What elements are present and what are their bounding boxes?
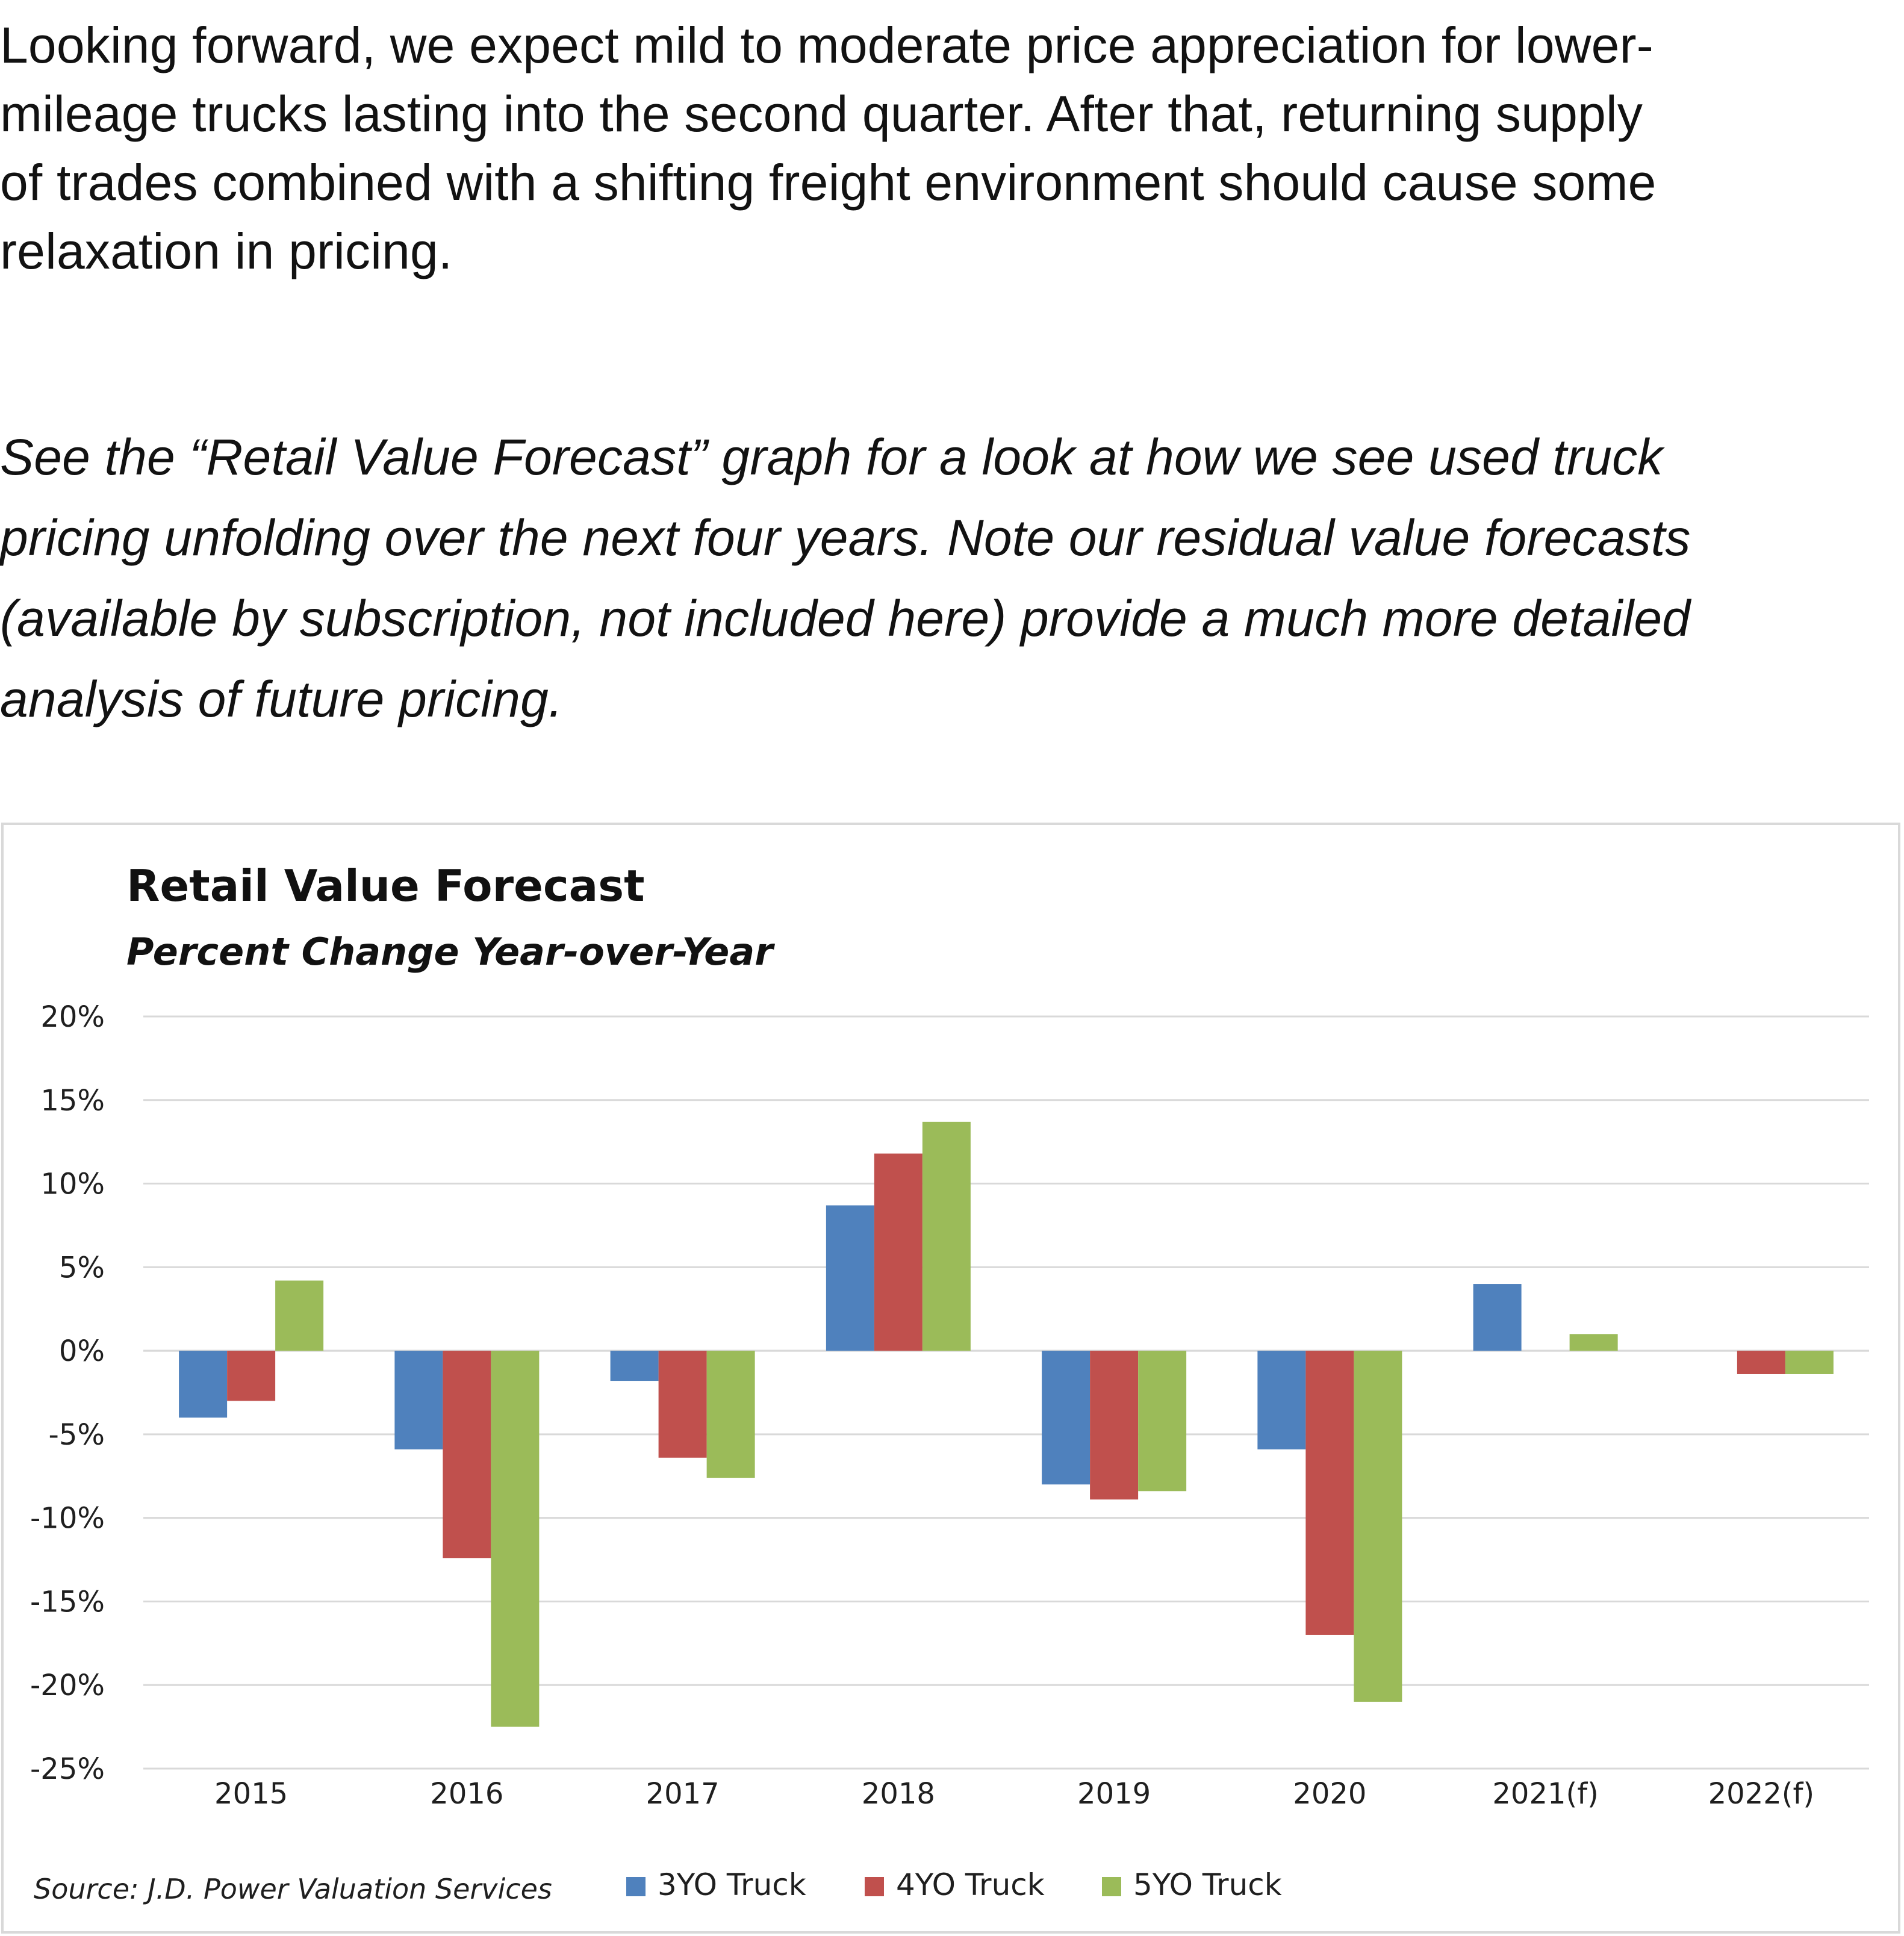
bar-5yo-truck-2016 bbox=[491, 1351, 540, 1727]
x-tick-label: 2016 bbox=[430, 1777, 503, 1811]
bar-3yo-truck-2015 bbox=[179, 1351, 228, 1418]
y-tick-label: -20% bbox=[30, 1669, 105, 1702]
bar-3yo-truck-2016 bbox=[394, 1351, 443, 1449]
bar-3yo-truck-2020 bbox=[1257, 1351, 1306, 1449]
bar-5yo-truck-2017 bbox=[706, 1351, 755, 1478]
paragraph-line: Looking forward, we expect mild to moder… bbox=[0, 17, 1654, 73]
x-tick-label: 2018 bbox=[862, 1777, 935, 1811]
paragraph-graph-note: See the “Retail Value Forecast” graph fo… bbox=[0, 417, 1904, 739]
retail-value-chart: Retail Value Forecast Percent Change Yea… bbox=[30, 861, 1869, 1905]
y-tick-label: -10% bbox=[30, 1502, 105, 1536]
bar-4yo-truck-2016 bbox=[443, 1351, 491, 1558]
y-tick-label: -5% bbox=[49, 1418, 105, 1452]
source-note: Source: J.D. Power Valuation Services bbox=[34, 1873, 552, 1905]
bars bbox=[179, 1121, 1834, 1727]
bar-4yo-truck-2022f bbox=[1737, 1351, 1785, 1374]
bar-4yo-truck-2017 bbox=[658, 1351, 707, 1458]
chart-container: Retail Value Forecast Percent Change Yea… bbox=[1, 823, 1900, 1934]
bar-3yo-truck-2019 bbox=[1042, 1351, 1090, 1485]
bar-4yo-truck-2020 bbox=[1305, 1351, 1354, 1635]
paragraph-line: analysis of future pricing. bbox=[0, 671, 563, 727]
bar-4yo-truck-2019 bbox=[1090, 1351, 1139, 1500]
y-tick-label: 20% bbox=[40, 1000, 105, 1034]
y-tick-label: -15% bbox=[30, 1585, 105, 1619]
x-tick-label: 2022(f) bbox=[1708, 1777, 1815, 1811]
legend-label: 3YO Truck bbox=[658, 1867, 806, 1902]
legend-label: 4YO Truck bbox=[896, 1867, 1045, 1902]
bar-5yo-truck-2018 bbox=[922, 1121, 971, 1351]
bar-5yo-truck-2021f bbox=[1569, 1334, 1618, 1351]
x-axis-ticks: 2015 2016 2017 2018 2019 2020 2021(f) 2022(f) bbox=[214, 1777, 1814, 1811]
bar-3yo-truck-2021f bbox=[1473, 1284, 1522, 1351]
y-tick-label: 5% bbox=[59, 1251, 105, 1284]
x-tick-label: 2020 bbox=[1293, 1777, 1366, 1811]
paragraph-line: relaxation in pricing. bbox=[0, 223, 453, 279]
legend: 3YO Truck 4YO Truck 5YO Truck bbox=[626, 1867, 1282, 1902]
y-tick-label: 0% bbox=[59, 1334, 105, 1368]
bar-3yo-truck-2018 bbox=[826, 1205, 874, 1351]
x-tick-label: 2015 bbox=[214, 1777, 288, 1811]
legend-label: 5YO Truck bbox=[1133, 1867, 1282, 1902]
paragraph-line: (available by subscription, not included… bbox=[0, 590, 1691, 647]
bar-4yo-truck-2015 bbox=[227, 1351, 276, 1401]
bar-5yo-truck-2015 bbox=[275, 1280, 324, 1351]
paragraph-line: of trades combined with a shifting freig… bbox=[0, 154, 1657, 211]
paragraph-line: pricing unfolding over the next four yea… bbox=[0, 509, 1691, 566]
y-tick-label: 10% bbox=[40, 1168, 105, 1201]
y-axis-ticks: 20% 15% 10% 5% 0% -5% -10% -15% -20% -25% bbox=[30, 1000, 105, 1786]
legend-swatch bbox=[1102, 1877, 1121, 1896]
legend-swatch bbox=[626, 1877, 646, 1896]
bar-5yo-truck-2022f bbox=[1785, 1351, 1834, 1374]
y-tick-label: 15% bbox=[40, 1084, 105, 1118]
bar-4yo-truck-2018 bbox=[874, 1153, 922, 1351]
x-tick-label: 2017 bbox=[646, 1777, 720, 1811]
paragraph-line: See the “Retail Value Forecast” graph fo… bbox=[0, 429, 1663, 485]
chart-title: Retail Value Forecast bbox=[126, 861, 645, 911]
bar-5yo-truck-2019 bbox=[1138, 1351, 1187, 1492]
y-tick-label: -25% bbox=[30, 1752, 105, 1786]
paragraph-forecast-outlook: Looking forward, we expect mild to moder… bbox=[0, 11, 1904, 285]
legend-swatch bbox=[865, 1877, 884, 1896]
chart-subtitle: Percent Change Year-over-Year bbox=[126, 930, 775, 974]
x-tick-label: 2021(f) bbox=[1492, 1777, 1599, 1811]
x-tick-label: 2019 bbox=[1077, 1777, 1151, 1811]
paragraph-line: mileage trucks lasting into the second q… bbox=[0, 86, 1643, 142]
bar-5yo-truck-2020 bbox=[1354, 1351, 1402, 1702]
bar-3yo-truck-2017 bbox=[610, 1351, 659, 1381]
